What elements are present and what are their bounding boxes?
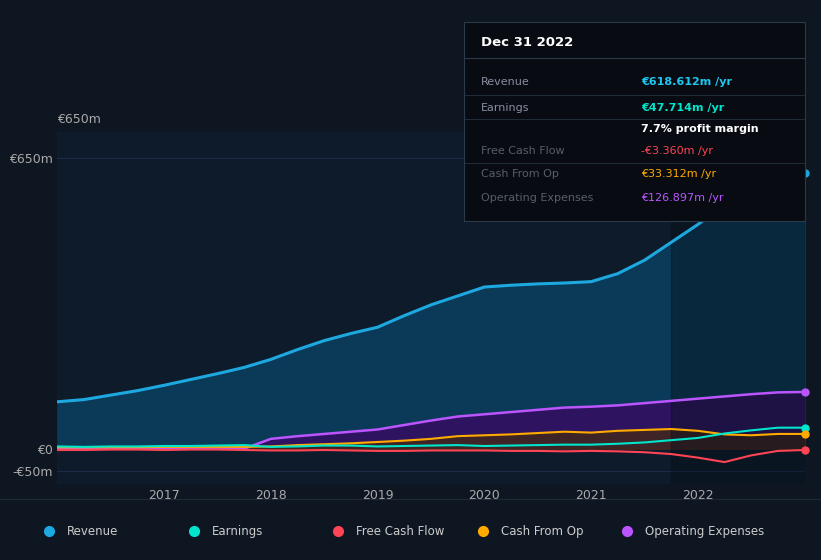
Text: Cash From Op: Cash From Op: [481, 170, 559, 180]
Text: Earnings: Earnings: [481, 103, 530, 113]
Text: €47.714m /yr: €47.714m /yr: [641, 103, 724, 113]
Text: Revenue: Revenue: [67, 525, 119, 538]
Text: Dec 31 2022: Dec 31 2022: [481, 36, 573, 49]
Text: Operating Expenses: Operating Expenses: [645, 525, 764, 538]
Text: 7.7% profit margin: 7.7% profit margin: [641, 124, 759, 134]
Text: Earnings: Earnings: [212, 525, 264, 538]
Text: €618.612m /yr: €618.612m /yr: [641, 77, 732, 87]
Text: Operating Expenses: Operating Expenses: [481, 193, 594, 203]
Text: €650m: €650m: [57, 113, 101, 126]
Text: -€3.360m /yr: -€3.360m /yr: [641, 146, 713, 156]
Bar: [671, 132, 807, 484]
Text: Free Cash Flow: Free Cash Flow: [481, 146, 565, 156]
Text: €33.312m /yr: €33.312m /yr: [641, 170, 716, 180]
Text: Free Cash Flow: Free Cash Flow: [356, 525, 445, 538]
Text: €126.897m /yr: €126.897m /yr: [641, 193, 723, 203]
Text: Revenue: Revenue: [481, 77, 530, 87]
Text: Cash From Op: Cash From Op: [501, 525, 583, 538]
